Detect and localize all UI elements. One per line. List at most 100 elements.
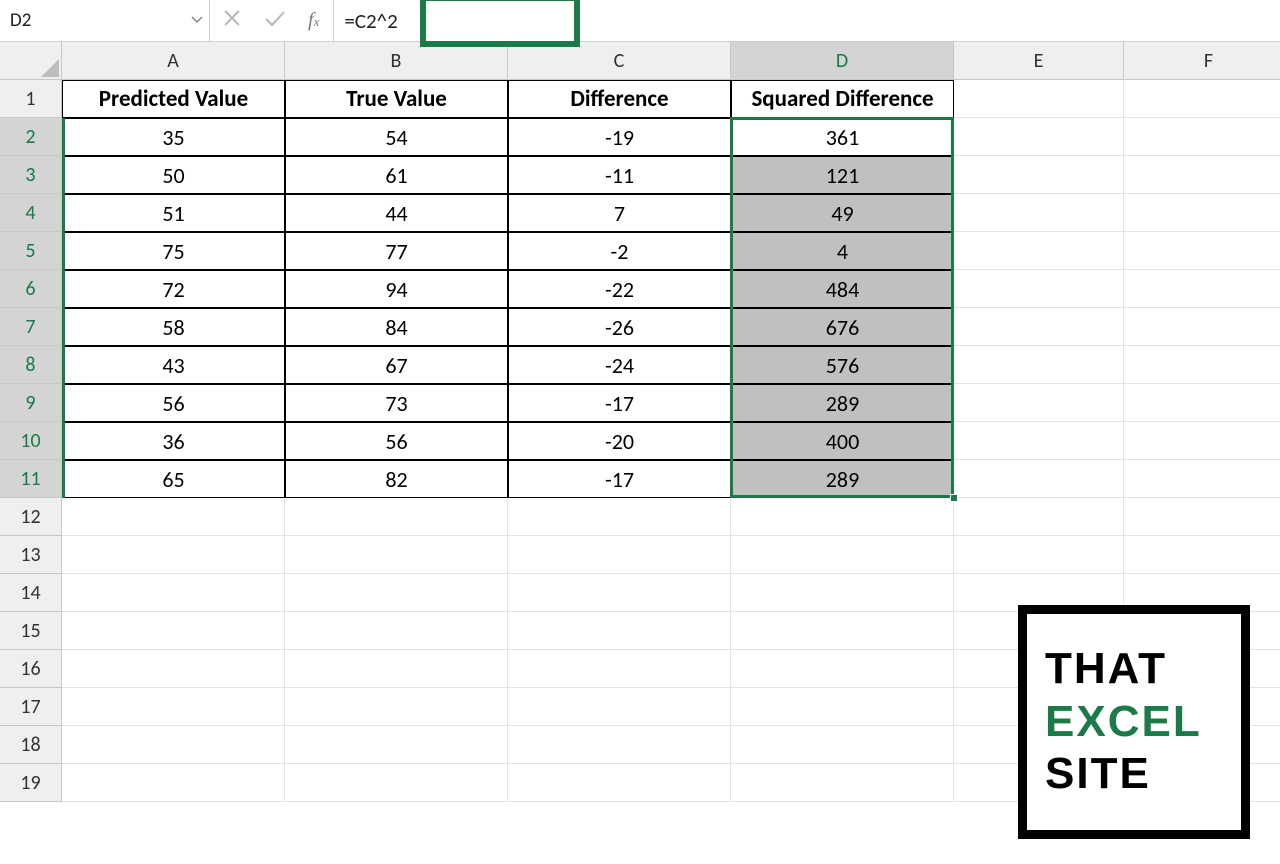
cell-E12[interactable] bbox=[954, 498, 1124, 536]
cell-C12[interactable] bbox=[508, 498, 731, 536]
row-header-5[interactable]: 5 bbox=[0, 232, 62, 270]
cell-B6[interactable]: 94 bbox=[285, 270, 508, 308]
row-header-13[interactable]: 13 bbox=[0, 536, 62, 574]
name-box[interactable]: D2 bbox=[0, 0, 210, 41]
cell-A15[interactable] bbox=[62, 612, 285, 650]
cell-F9[interactable] bbox=[1124, 384, 1280, 422]
cell-C2[interactable]: -19 bbox=[508, 118, 731, 156]
cell-A2[interactable]: 35 bbox=[62, 118, 285, 156]
cell-C7[interactable]: -26 bbox=[508, 308, 731, 346]
row-header-12[interactable]: 12 bbox=[0, 498, 62, 536]
cell-A5[interactable]: 75 bbox=[62, 232, 285, 270]
cell-F11[interactable] bbox=[1124, 460, 1280, 498]
row-header-17[interactable]: 17 bbox=[0, 688, 62, 726]
cell-B3[interactable]: 61 bbox=[285, 156, 508, 194]
cell-B2[interactable]: 54 bbox=[285, 118, 508, 156]
cell-B13[interactable] bbox=[285, 536, 508, 574]
cell-C1[interactable]: Difference bbox=[508, 80, 731, 118]
cell-F10[interactable] bbox=[1124, 422, 1280, 460]
cell-D1[interactable]: Squared Difference bbox=[731, 80, 954, 118]
cell-C5[interactable]: -2 bbox=[508, 232, 731, 270]
cell-A10[interactable]: 36 bbox=[62, 422, 285, 460]
cell-D14[interactable] bbox=[731, 574, 954, 612]
cell-D17[interactable] bbox=[731, 688, 954, 726]
fill-handle[interactable] bbox=[950, 494, 958, 502]
row-header-11[interactable]: 11 bbox=[0, 460, 62, 498]
cell-A12[interactable] bbox=[62, 498, 285, 536]
cell-B9[interactable]: 73 bbox=[285, 384, 508, 422]
column-header-A[interactable]: A bbox=[62, 42, 285, 80]
cell-E8[interactable] bbox=[954, 346, 1124, 384]
row-header-19[interactable]: 19 bbox=[0, 764, 62, 802]
cell-F5[interactable] bbox=[1124, 232, 1280, 270]
cell-A14[interactable] bbox=[62, 574, 285, 612]
row-header-18[interactable]: 18 bbox=[0, 726, 62, 764]
cell-B17[interactable] bbox=[285, 688, 508, 726]
cell-C17[interactable] bbox=[508, 688, 731, 726]
cell-B4[interactable]: 44 bbox=[285, 194, 508, 232]
row-header-15[interactable]: 15 bbox=[0, 612, 62, 650]
cell-A19[interactable] bbox=[62, 764, 285, 802]
cell-A17[interactable] bbox=[62, 688, 285, 726]
cell-E9[interactable] bbox=[954, 384, 1124, 422]
cell-E13[interactable] bbox=[954, 536, 1124, 574]
cell-B19[interactable] bbox=[285, 764, 508, 802]
cell-E10[interactable] bbox=[954, 422, 1124, 460]
cell-C6[interactable]: -22 bbox=[508, 270, 731, 308]
cell-E7[interactable] bbox=[954, 308, 1124, 346]
column-header-C[interactable]: C bbox=[508, 42, 731, 80]
cell-C14[interactable] bbox=[508, 574, 731, 612]
cell-D4[interactable]: 49 bbox=[731, 194, 954, 232]
cell-B18[interactable] bbox=[285, 726, 508, 764]
column-header-E[interactable]: E bbox=[954, 42, 1124, 80]
cell-F7[interactable] bbox=[1124, 308, 1280, 346]
row-header-9[interactable]: 9 bbox=[0, 384, 62, 422]
cell-C13[interactable] bbox=[508, 536, 731, 574]
row-header-8[interactable]: 8 bbox=[0, 346, 62, 384]
cell-C11[interactable]: -17 bbox=[508, 460, 731, 498]
cell-A7[interactable]: 58 bbox=[62, 308, 285, 346]
column-header-B[interactable]: B bbox=[285, 42, 508, 80]
cell-D6[interactable]: 484 bbox=[731, 270, 954, 308]
cell-D15[interactable] bbox=[731, 612, 954, 650]
cell-F3[interactable] bbox=[1124, 156, 1280, 194]
cell-D11[interactable]: 289 bbox=[731, 460, 954, 498]
row-header-6[interactable]: 6 bbox=[0, 270, 62, 308]
cell-A9[interactable]: 56 bbox=[62, 384, 285, 422]
row-header-1[interactable]: 1 bbox=[0, 80, 62, 118]
cell-F13[interactable] bbox=[1124, 536, 1280, 574]
cell-A6[interactable]: 72 bbox=[62, 270, 285, 308]
cell-E2[interactable] bbox=[954, 118, 1124, 156]
cell-B5[interactable]: 77 bbox=[285, 232, 508, 270]
cell-C3[interactable]: -11 bbox=[508, 156, 731, 194]
cell-B7[interactable]: 84 bbox=[285, 308, 508, 346]
cell-C15[interactable] bbox=[508, 612, 731, 650]
row-header-10[interactable]: 10 bbox=[0, 422, 62, 460]
cell-D8[interactable]: 576 bbox=[731, 346, 954, 384]
select-all-corner[interactable] bbox=[0, 42, 62, 80]
cell-F2[interactable] bbox=[1124, 118, 1280, 156]
cell-B10[interactable]: 56 bbox=[285, 422, 508, 460]
cell-A18[interactable] bbox=[62, 726, 285, 764]
cell-B14[interactable] bbox=[285, 574, 508, 612]
row-header-7[interactable]: 7 bbox=[0, 308, 62, 346]
cell-A3[interactable]: 50 bbox=[62, 156, 285, 194]
cell-C8[interactable]: -24 bbox=[508, 346, 731, 384]
cell-B11[interactable]: 82 bbox=[285, 460, 508, 498]
cell-B15[interactable] bbox=[285, 612, 508, 650]
row-header-16[interactable]: 16 bbox=[0, 650, 62, 688]
cell-B16[interactable] bbox=[285, 650, 508, 688]
cell-D12[interactable] bbox=[731, 498, 954, 536]
cell-D16[interactable] bbox=[731, 650, 954, 688]
cell-E11[interactable] bbox=[954, 460, 1124, 498]
fx-icon[interactable]: fx bbox=[308, 9, 321, 32]
row-header-4[interactable]: 4 bbox=[0, 194, 62, 232]
cell-F6[interactable] bbox=[1124, 270, 1280, 308]
cell-E3[interactable] bbox=[954, 156, 1124, 194]
cell-F12[interactable] bbox=[1124, 498, 1280, 536]
formula-input-container[interactable]: =C2^2 bbox=[333, 0, 1280, 41]
cell-A11[interactable]: 65 bbox=[62, 460, 285, 498]
cell-D19[interactable] bbox=[731, 764, 954, 802]
cell-D9[interactable]: 289 bbox=[731, 384, 954, 422]
cell-D2[interactable]: 361 bbox=[731, 118, 954, 156]
